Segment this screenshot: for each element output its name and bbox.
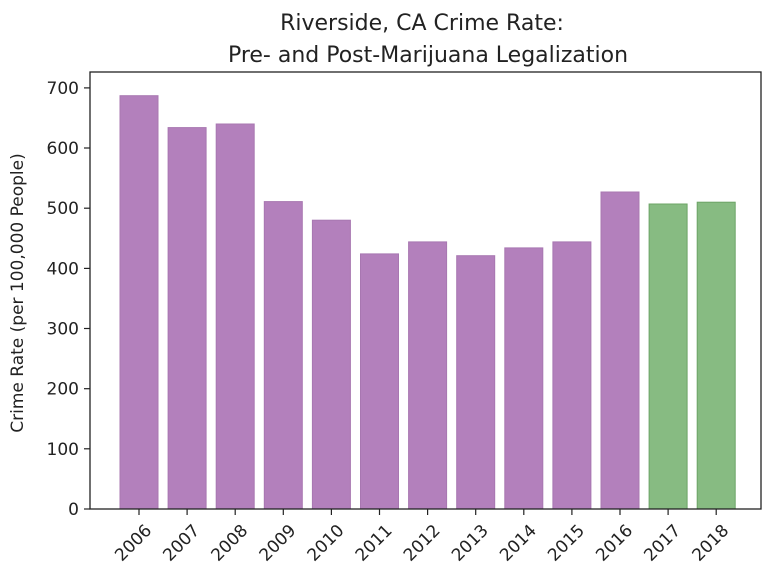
x-tick-label-2009: 2009	[256, 521, 301, 566]
y-tick-label-100: 100	[47, 440, 79, 460]
bar-2010	[311, 219, 351, 510]
x-tick-label-2014: 2014	[496, 521, 541, 566]
y-tick-label-700: 700	[47, 79, 79, 99]
bar-2018	[696, 201, 736, 510]
bar-2012	[408, 241, 448, 510]
x-tick-label-2016: 2016	[592, 521, 637, 566]
y-tick-label-0: 0	[68, 500, 79, 520]
bar-2008	[215, 123, 255, 510]
chart-title-line-2: Pre- and Post-Marijuana Legalization	[228, 43, 628, 68]
y-axis-ticks: 0 100 200 300 400 500 600 700	[47, 79, 90, 520]
x-tick-label-2008: 2008	[207, 521, 252, 566]
x-tick-label-2012: 2012	[400, 521, 445, 566]
x-tick-label-2013: 2013	[448, 521, 493, 566]
bar-2013	[456, 255, 496, 510]
y-axis-label: Crime Rate (per 100,000 People)	[8, 153, 28, 432]
bar-2015	[552, 241, 592, 510]
x-tick-label-2011: 2011	[352, 521, 397, 566]
y-tick-label-500: 500	[47, 199, 79, 219]
bar-2017	[648, 203, 688, 510]
bar-2009	[263, 201, 303, 510]
bar-2006	[119, 95, 159, 510]
plot-area-frame	[89, 71, 762, 510]
bar-2016	[600, 191, 640, 510]
bar-2014	[504, 247, 544, 510]
bar-2011	[360, 253, 399, 510]
x-tick-label-2006: 2006	[111, 521, 156, 566]
bars-layer	[119, 95, 736, 510]
x-tick-label-2010: 2010	[304, 521, 349, 566]
x-tick-label-2007: 2007	[159, 521, 204, 566]
x-tick-label-2018: 2018	[688, 521, 733, 566]
y-tick-label-600: 600	[47, 139, 79, 159]
y-tick-label-400: 400	[47, 259, 79, 279]
x-tick-label-2015: 2015	[544, 521, 589, 566]
x-tick-label-2017: 2017	[640, 521, 685, 566]
y-tick-label-300: 300	[47, 320, 79, 340]
chart-title-line-1: Riverside, CA Crime Rate:	[280, 11, 564, 36]
x-axis-ticks: 2006 2007 2008 2009 2010 2011 2012 2013 2014 2015…	[111, 509, 733, 566]
y-tick-label-200: 200	[47, 380, 79, 400]
bar-2007	[167, 127, 207, 510]
